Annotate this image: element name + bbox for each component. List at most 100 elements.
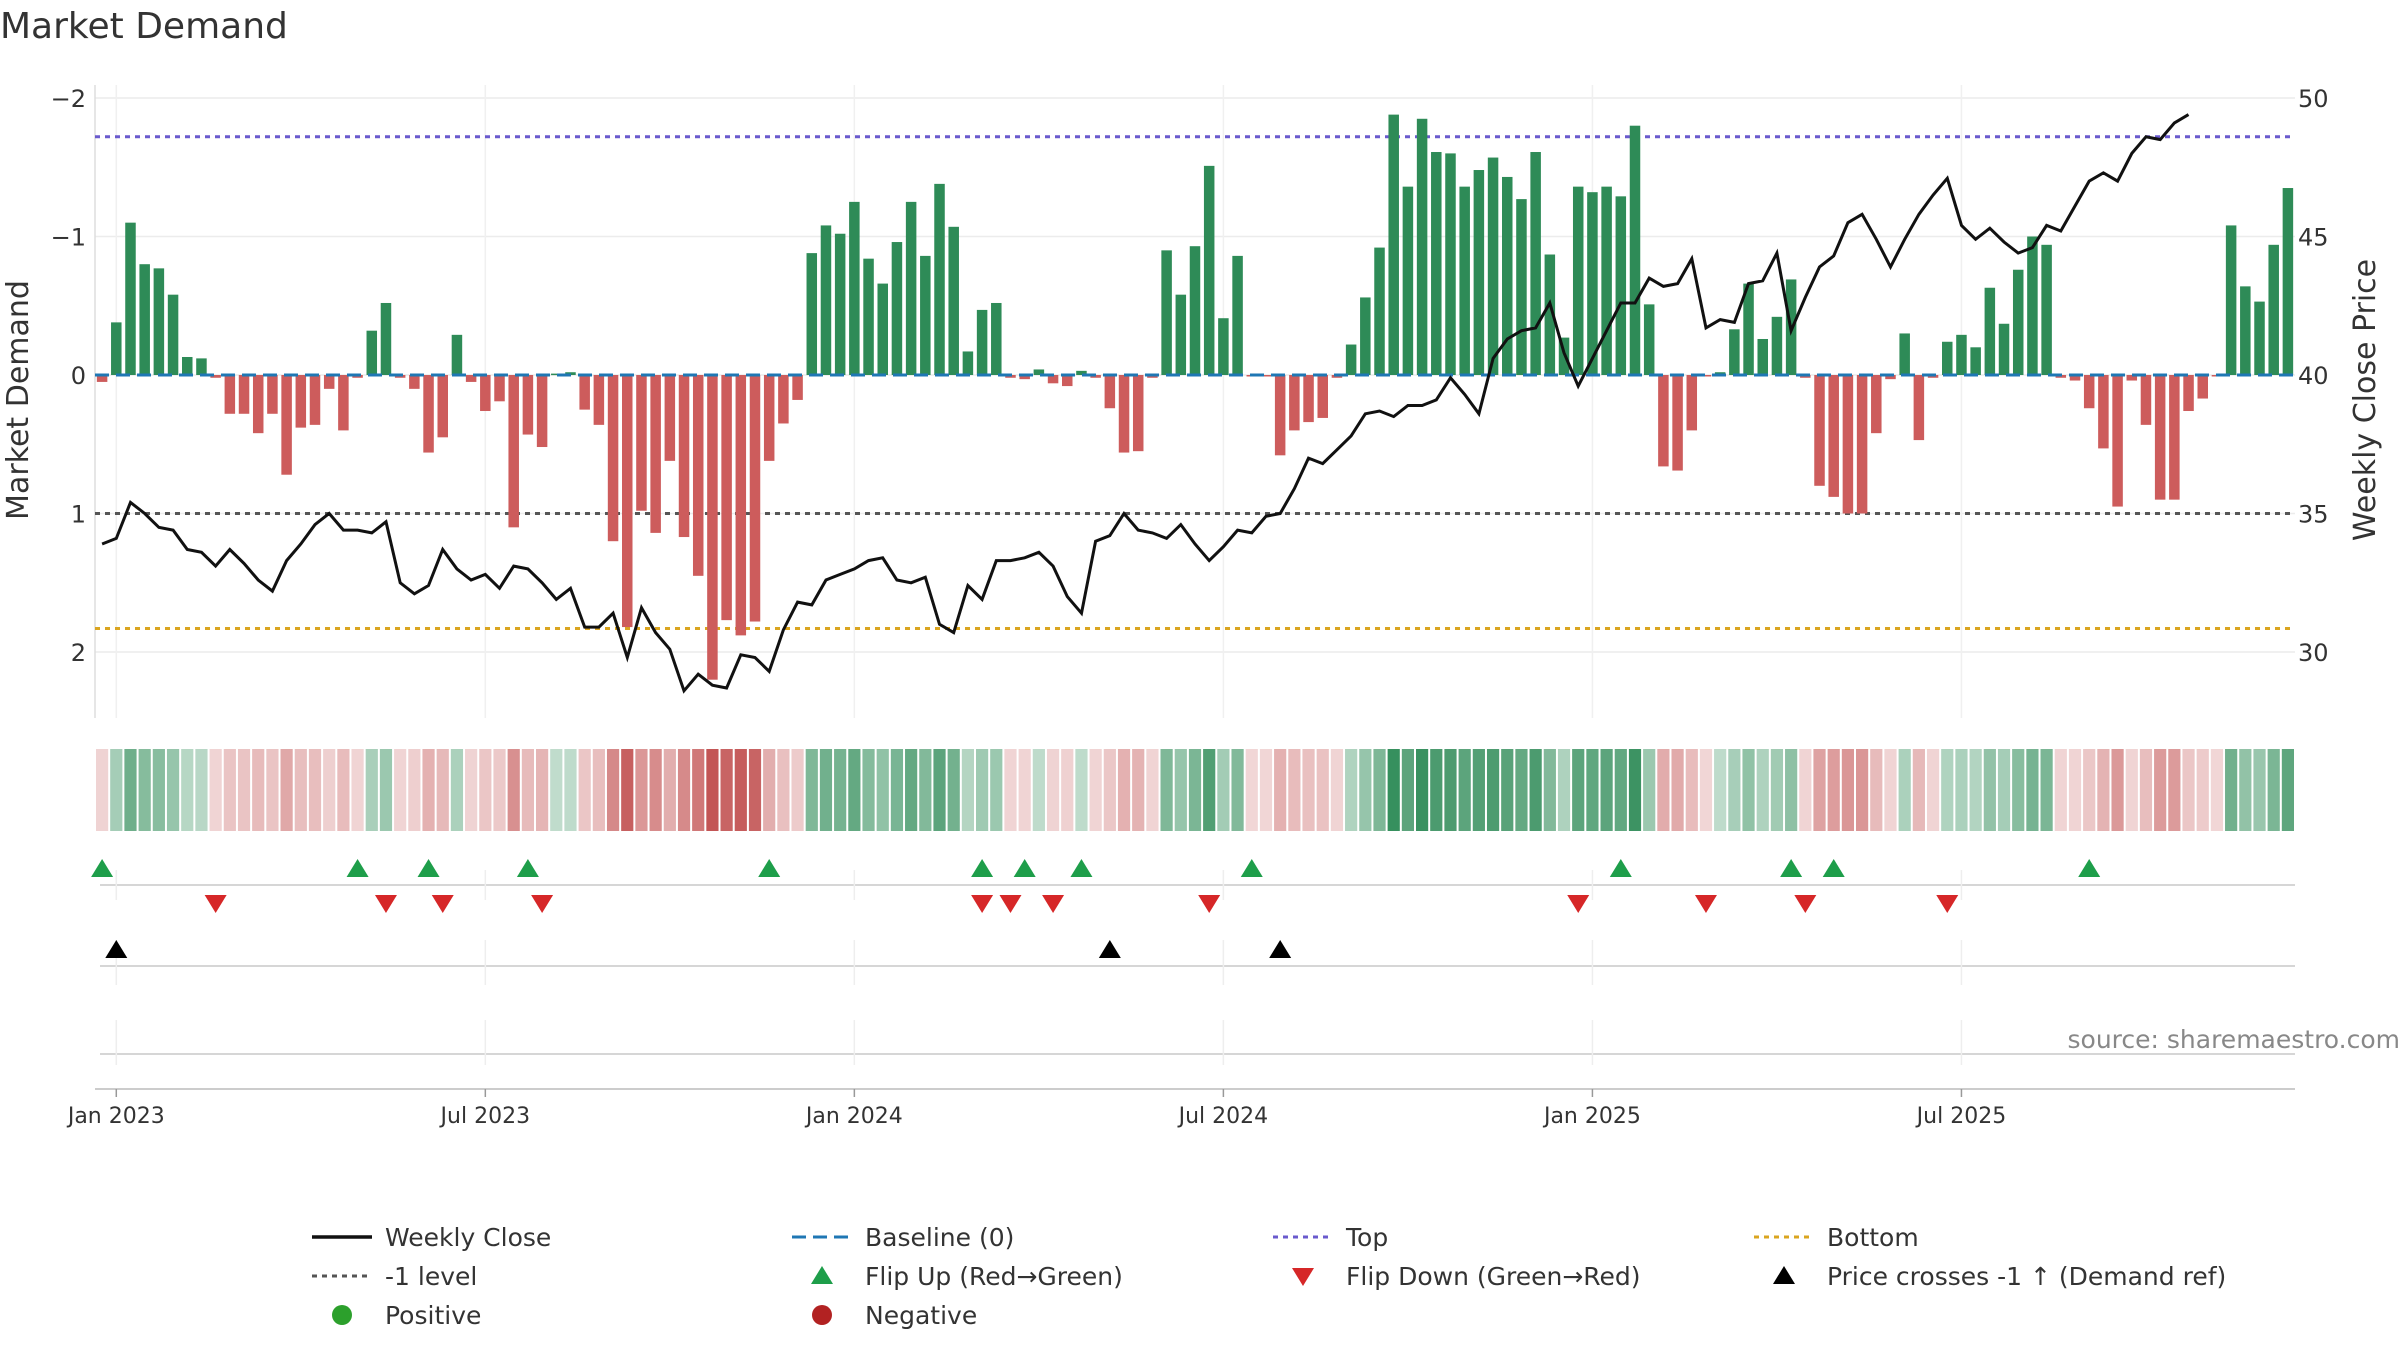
negative-bar	[1672, 375, 1683, 471]
negative-bar	[678, 375, 690, 538]
legend-label: Top	[1345, 1223, 1388, 1252]
strip-cell	[2097, 749, 2110, 831]
negative-bar	[409, 375, 420, 389]
flip-up-marker	[1070, 859, 1093, 877]
strip-cell	[280, 749, 293, 831]
negative-bar	[2069, 375, 2081, 381]
negative-bar	[2098, 375, 2109, 449]
legend-label: Bottom	[1827, 1223, 1919, 1252]
strip-cell	[1103, 749, 1116, 831]
date-tick-label: Jul 2025	[1915, 1104, 2007, 1129]
negative-bar	[323, 375, 335, 389]
strip-cell	[1316, 749, 1329, 831]
strip-cell	[110, 749, 123, 831]
negative-bar	[692, 375, 704, 576]
strip-cell	[1898, 749, 1911, 831]
positive-bar	[153, 268, 165, 375]
positive-bar	[806, 253, 818, 375]
negative-bar	[622, 375, 633, 628]
positive-bar	[891, 242, 903, 375]
y-axis-label: Market Demand	[1, 280, 36, 520]
negative-bar	[636, 375, 647, 511]
negative-bar	[664, 375, 676, 461]
negative-bar	[1132, 375, 1144, 452]
positive-bar	[948, 226, 959, 375]
flip-up-marker	[417, 859, 440, 877]
y2-tick-label: 45	[2298, 224, 2329, 252]
strip-cell	[890, 749, 904, 831]
strip-cell	[138, 749, 151, 831]
legend-item: Bottom	[1754, 1223, 1919, 1252]
legend-item: Flip Up (Red→Green)	[811, 1262, 1123, 1291]
negative-bar	[508, 375, 519, 528]
positive-bar	[1076, 370, 1087, 375]
negative-bar	[1856, 375, 1868, 514]
negative-bar	[267, 375, 278, 414]
positive-bar	[820, 225, 832, 375]
strip-cell	[1856, 749, 1869, 831]
strip-cell	[976, 749, 989, 831]
strip-cell	[1061, 749, 1074, 831]
positive-bar	[1487, 157, 1499, 375]
negative-bar	[1019, 375, 1030, 380]
positive-bar	[2254, 301, 2265, 375]
strip-cell	[1486, 749, 1500, 831]
strip-cell	[763, 749, 776, 831]
flip-down-marker	[531, 895, 554, 913]
positive-bar	[1345, 344, 1357, 375]
positive-bar	[1388, 114, 1399, 376]
negative-bar	[1289, 375, 1300, 431]
negative-bar	[423, 375, 434, 453]
negative-bar	[252, 375, 264, 434]
negative-bar	[579, 375, 590, 410]
strip-cell	[1699, 749, 1713, 831]
strip-cell	[1671, 749, 1684, 831]
negative-bar	[607, 375, 619, 542]
strip-cell	[720, 749, 733, 831]
y-tick-label: −1	[51, 224, 86, 252]
positive-bar	[905, 201, 917, 375]
negative-bar	[593, 375, 605, 425]
strip-cell	[1714, 749, 1727, 831]
strip-cell	[1004, 749, 1017, 831]
strip-cell	[436, 749, 449, 831]
negative-bar	[792, 375, 803, 400]
positive-bar	[1516, 199, 1527, 375]
strip-cell	[351, 749, 364, 831]
strip-cell	[564, 749, 577, 831]
positive-bar	[1729, 329, 1740, 375]
strip-cell	[1529, 749, 1542, 831]
negative-bar	[338, 375, 349, 431]
strip-cell	[1969, 749, 1982, 831]
legend-swatch	[332, 1305, 352, 1325]
strip-cell	[1870, 749, 1883, 831]
strip-cell	[1330, 749, 1344, 831]
flip-up-marker	[1822, 859, 1845, 877]
positive-bar	[1402, 186, 1414, 375]
strip-cell	[294, 749, 307, 831]
legend: Weekly Close Baseline (0) Top Bottom -1 leve…	[312, 1223, 2226, 1330]
strip-cell	[550, 749, 563, 831]
negative-bar	[210, 375, 221, 378]
y-tick-label: −2	[51, 85, 86, 113]
positive-bar	[1161, 250, 1172, 375]
positive-bar	[111, 322, 122, 375]
positive-bar	[934, 183, 945, 375]
legend-label: Positive	[385, 1301, 481, 1330]
positive-bar	[2041, 244, 2052, 375]
legend-item: -1 level	[312, 1262, 477, 1291]
strip-cell	[1941, 749, 1954, 831]
negative-bar	[2083, 375, 2095, 409]
strip-cell	[1557, 749, 1571, 831]
positive-bar	[139, 264, 150, 375]
positive-bar	[1601, 186, 1612, 375]
strip-cell	[1046, 749, 1060, 831]
flip-up-marker	[2078, 859, 2101, 877]
strip-cell	[1955, 749, 1968, 831]
negative-bar	[2197, 375, 2208, 399]
strip-cell	[919, 749, 932, 831]
strip-cell	[990, 749, 1003, 831]
strip-cell	[1231, 749, 1244, 831]
negative-bar	[1260, 375, 1272, 377]
strip-cell	[1685, 749, 1698, 831]
